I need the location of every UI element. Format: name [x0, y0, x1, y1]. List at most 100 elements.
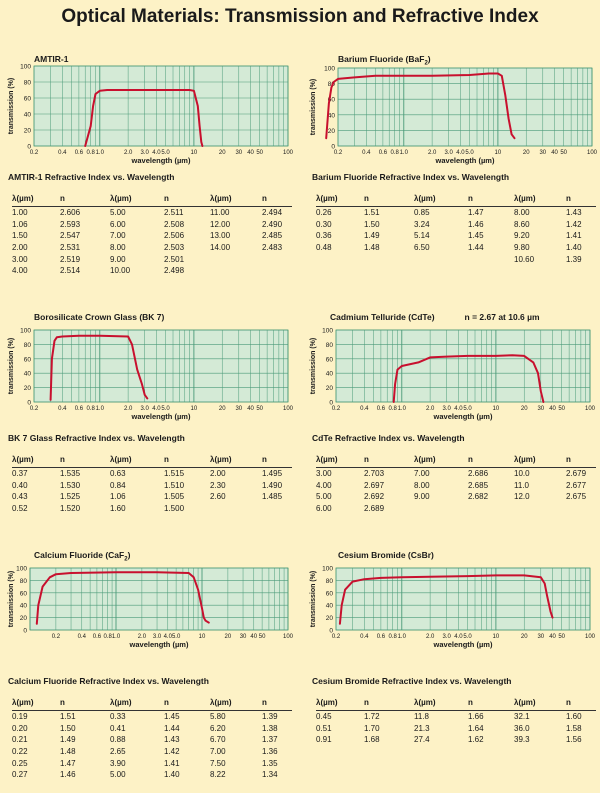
x-tick-label: 100 [585, 634, 596, 640]
chart-title-text: Cesium Bromide (CsBr) [338, 550, 434, 560]
chart-title-text: Cadmium Telluride (CdTe) [330, 312, 435, 322]
x-tick-label: 0.2 [332, 406, 341, 412]
x-tick-label: 20 [225, 634, 232, 640]
table-row: 0.21 1.49 0.88 1.43 6.70 1.37 [12, 734, 292, 746]
x-tick-label: 100 [587, 150, 598, 156]
x-axis-label: wavelength (µm) [129, 640, 189, 649]
x-tick-label: 4.0 [454, 406, 463, 412]
x-tick-label: 0.2 [30, 150, 39, 156]
x-tick-label: 0.4 [360, 406, 369, 412]
x-tick-label: 2.0 [426, 634, 435, 640]
column-header: n [364, 454, 369, 464]
y-tick-label: 60 [24, 356, 32, 363]
table-cell: 2.682 [468, 492, 489, 502]
table-cell: 2.514 [60, 266, 81, 276]
table-row: 0.36 1.49 5.14 1.45 9.20 1.41 [316, 230, 596, 242]
y-tick-label: 40 [328, 112, 336, 119]
x-tick-label: 1.0 [398, 406, 407, 412]
table-cell: 1.72 [364, 712, 380, 722]
table-cell: 1.47 [60, 758, 76, 768]
table-cell: 13.00 [210, 231, 231, 241]
table-cell: 2.679 [566, 469, 587, 479]
y-tick-label: 0 [331, 144, 335, 151]
table-cell: 1.47 [468, 208, 484, 218]
table-row: 0.30 1.50 3.24 1.46 8.60 1.42 [316, 219, 596, 231]
amtir1-chart-panel: AMTIR-1 0 20 40 60 80 100 0.2 0.4 0.6 0.8 1.0 2.0 3.0… [6, 54, 294, 176]
table-row: 0.26 1.51 0.85 1.47 8.00 1.43 [316, 207, 596, 219]
table-cell: 1.505 [164, 492, 185, 502]
chart-title-subscript: 2 [124, 556, 128, 563]
table-cell [468, 503, 514, 515]
transmission-curve [325, 72, 516, 140]
column-header: n [60, 454, 65, 464]
x-tick-label: 4.0 [152, 406, 161, 412]
header-rule [12, 467, 292, 468]
x-tick-label: 40 [551, 150, 558, 156]
table-cell: 1.60 [110, 504, 126, 514]
column-header: λ(µm) [210, 697, 232, 707]
x-tick-label: 3.0 [141, 150, 150, 156]
column-header: λ(µm) [316, 697, 338, 707]
x-tick-label: 20 [523, 150, 530, 156]
column-header: λ(µm) [414, 697, 436, 707]
x-tick-label: 3.0 [445, 150, 454, 156]
plot-area [33, 329, 289, 403]
x-tick-label: 0.4 [78, 634, 87, 640]
table-cell: 0.63 [110, 469, 126, 479]
table-cell: 0.52 [12, 504, 28, 514]
table-row: 0.19 1.51 0.33 1.45 5.80 1.39 [12, 711, 292, 723]
y-tick-label: 60 [24, 96, 32, 103]
x-axis-label: wavelength (µm) [131, 156, 191, 165]
table-cell: 2.65 [110, 747, 126, 757]
x-tick-label: 0.8 [103, 634, 112, 640]
x-tick-label: 0.4 [58, 150, 67, 156]
table-cell [566, 503, 596, 515]
x-tick-label: 2.0 [428, 150, 437, 156]
header-rule [316, 467, 596, 468]
x-axis-label: wavelength (µm) [131, 412, 191, 421]
table-cell: 1.38 [262, 723, 278, 733]
y-axis-label: transmission (%) [310, 571, 317, 627]
table-cell: 2.697 [364, 480, 385, 490]
table-title: Barium Fluoride Refractive Index vs. Wav… [312, 172, 510, 182]
x-tick-label: 50 [259, 634, 266, 640]
table-cell: 2.689 [364, 504, 385, 514]
table-row: 0.51 1.70 21.3 1.64 36.0 1.58 [316, 723, 596, 735]
table-cell: 11.8 [414, 712, 429, 722]
table-cell: 1.40 [566, 243, 582, 253]
table-row: 4.00 2.514 10.00 2.498 [12, 265, 292, 277]
chart-title-end: ) [127, 550, 131, 560]
table-cell: 1.64 [468, 723, 484, 733]
table-cell: 2.677 [566, 480, 587, 490]
table-cell: 6.00 [110, 219, 126, 229]
x-tick-label: 4.0 [454, 634, 463, 640]
table-cell [262, 265, 292, 277]
y-tick-label: 80 [24, 80, 32, 87]
x-tick-label: 30 [235, 150, 242, 156]
table-cell: 1.490 [262, 480, 283, 490]
table-cell: 0.33 [110, 712, 126, 722]
table-cell: 2.60 [210, 492, 226, 502]
table-row: 1.50 2.547 7.00 2.506 13.00 2.485 [12, 230, 292, 242]
table-cell: 2.703 [364, 469, 385, 479]
x-tick-label: 0.4 [58, 406, 67, 412]
table-cell: 2.503 [164, 243, 185, 253]
x-tick-label: 4.0 [164, 634, 173, 640]
table-cell: 0.43 [12, 492, 28, 502]
column-header: λ(µm) [210, 454, 232, 464]
y-tick-label: 20 [24, 385, 32, 392]
table-cell: 1.510 [164, 480, 185, 490]
x-axis-label: wavelength (µm) [433, 412, 493, 421]
column-header: λ(µm) [110, 697, 132, 707]
column-header: n [566, 697, 571, 707]
table-row: 0.48 1.48 6.50 1.44 9.80 1.40 [316, 242, 596, 254]
table-cell: 2.30 [210, 480, 226, 490]
column-header: λ(µm) [110, 193, 132, 203]
y-tick-label: 80 [326, 578, 334, 585]
table-cell: 1.43 [164, 735, 180, 745]
plot-area [335, 567, 591, 631]
table-cell: 7.00 [210, 747, 226, 757]
y-tick-label: 0 [27, 400, 31, 407]
x-tick-label: 40 [250, 634, 257, 640]
